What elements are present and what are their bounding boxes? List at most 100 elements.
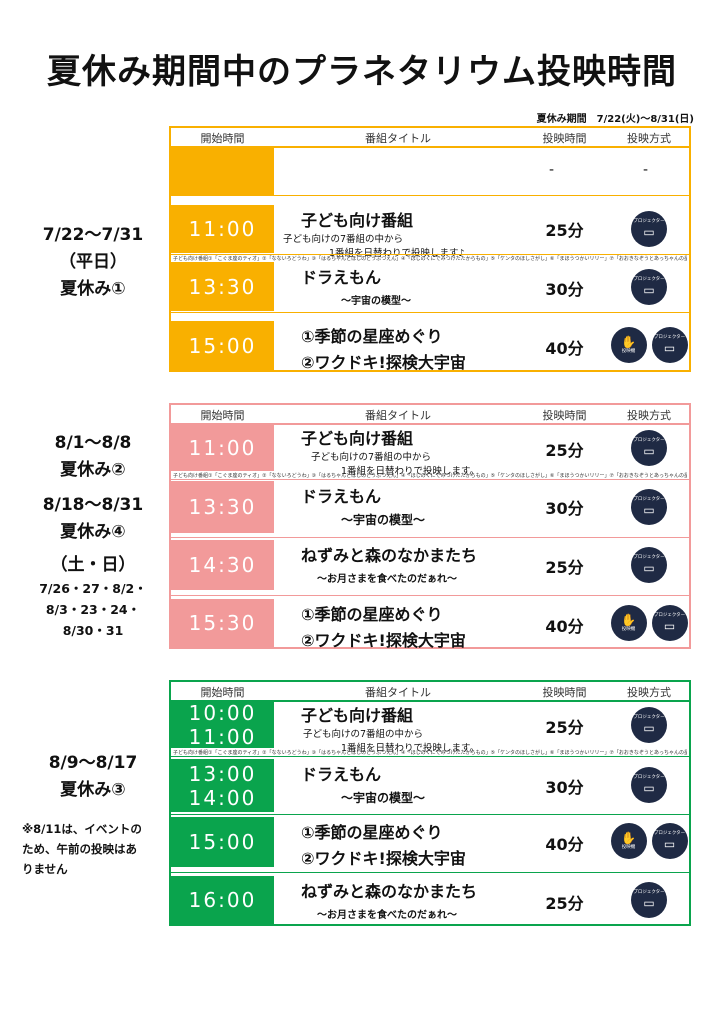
- program-cell: ねずみと森のなかまたち 〜お月さまを食べたのだぁれ〜: [301, 878, 521, 921]
- projector-icon: プロジェクター ▭: [631, 547, 667, 583]
- hand-projector-icon: ✋ 投映機: [610, 823, 647, 859]
- start-time-2: 14:00: [188, 785, 257, 810]
- block3-note: ※8/11は、イベントの ため、午前の投映はあ りません: [22, 819, 167, 879]
- schedule-table-2: 開始時間 番組タイトル 投映時間 投映方式 11:00 子ども向け番組 子ども向…: [169, 403, 691, 650]
- note-line: ※8/11は、イベントの: [22, 822, 142, 836]
- block2-weekend: （土・日）: [50, 555, 136, 575]
- duration: 25分: [545, 718, 584, 737]
- program-subtitle: 子ども向けの7番組の中から: [311, 452, 432, 463]
- start-time: 15:00: [188, 333, 257, 358]
- time-cell: 13:00 14:00: [171, 759, 274, 812]
- program-cell: 子ども向け番組 子ども向けの7番組の中から 1番組を日替わりで投映します。: [301, 702, 521, 754]
- start-time-2: 11:00: [188, 725, 257, 749]
- header-program: 番組タイトル: [365, 132, 431, 145]
- duration: 40分: [545, 835, 584, 854]
- row-divider: [171, 195, 689, 196]
- projector-icon: プロジェクター ▭: [631, 882, 667, 918]
- program-cell: ドラえもん 〜宇宙の模型〜: [301, 761, 521, 806]
- method-icons: プロジェクター ▭: [607, 547, 691, 583]
- table-header: 開始時間 番組タイトル 投映時間 投映方式: [171, 682, 689, 702]
- program-title-2: ②ワクドキ!探検大宇宙: [301, 849, 466, 868]
- row-divider: [171, 756, 689, 757]
- program-cell: ドラえもん 〜宇宙の模型〜: [301, 483, 521, 528]
- time-cell: 14:30: [171, 540, 274, 590]
- table-row: 14:30 ねずみと森のなかまたち 〜お月さまを食べたのだぁれ〜 25分 プロジ…: [171, 540, 689, 590]
- program-title: 子ども向け番組: [301, 211, 414, 230]
- table-row: 16:00 ねずみと森のなかまたち 〜お月さまを食べたのだぁれ〜 25分 プロジ…: [171, 876, 689, 924]
- note-line: りません: [22, 862, 68, 876]
- method-icons: ✋ 投映機 プロジェクター ▭: [607, 327, 691, 363]
- row-divider: [171, 537, 689, 538]
- start-time: 10:00: [188, 701, 257, 725]
- projector-icon: プロジェクター ▭: [631, 767, 667, 803]
- projector-icon: プロジェクター ▭: [651, 327, 688, 363]
- block2-side-label: 8/1〜8/8 夏休み② 8/18〜8/31 夏休み④ （土・日）: [18, 430, 168, 579]
- program-cell: 子ども向け番組 子ども向けの7番組の中から 1番組を日替わりで投映します。: [301, 425, 521, 477]
- time-cell: 11:00: [171, 425, 274, 471]
- header-method: 投映方式: [627, 132, 671, 145]
- program-description: 〜お月さまを食べたのだぁれ〜: [317, 574, 457, 585]
- table-row: 11:00 子ども向け番組 子ども向けの7番組の中から 1番組を日替わりで投映し…: [171, 425, 689, 477]
- program-subtitle: 子ども向けの7番組の中から: [283, 234, 404, 245]
- start-time: 15:00: [188, 830, 257, 854]
- time-cell: 16:00: [171, 876, 274, 924]
- program-title: ①季節の星座めぐり: [301, 823, 443, 842]
- start-time: 16:00: [188, 888, 257, 912]
- row-divider: [171, 479, 689, 480]
- block2-label-1: 夏休み②: [60, 460, 126, 480]
- header-start: 開始時間: [200, 132, 245, 145]
- program-title: ねずみと森のなかまたち: [301, 882, 478, 901]
- table-row: 13:00 14:00 ドラえもん 〜宇宙の模型〜 30分 プロジェクター ▭: [171, 759, 689, 812]
- program-subtitle-2: 1番組を日替わりで投映します。: [341, 743, 480, 754]
- program-cell: ①季節の星座めぐり ②ワクドキ!探検大宇宙: [301, 601, 521, 651]
- program-subtitle: 子ども向けの7番組の中から: [303, 729, 424, 740]
- block3-side-label: 8/9〜8/17 夏休み③: [18, 750, 168, 804]
- table-row: - -: [171, 148, 689, 195]
- start-time: 11:00: [188, 217, 257, 241]
- time-cell: 15:30: [171, 599, 274, 647]
- time-cell: 15:00: [171, 817, 274, 867]
- program-subtitle-2: 1番組を日替わりで投映します♪: [329, 248, 465, 259]
- program-list-note: 子ども向け番組①「こぐま座のティオ」②「なないろどうわ」③「はるちゃんとほしのど…: [173, 473, 687, 479]
- program-title: 子ども向け番組: [301, 706, 414, 725]
- method-icons: プロジェクター ▭: [607, 269, 691, 305]
- program-title: ドラえもん: [301, 268, 382, 287]
- method-icons: プロジェクター ▭: [607, 707, 691, 743]
- projector-icon: プロジェクター ▭: [651, 823, 688, 859]
- program-title: ねずみと森のなかまたち: [301, 546, 478, 565]
- program-title-2: ②ワクドキ!探検大宇宙: [301, 631, 466, 650]
- weekend-dates-line: 8/30・31: [62, 623, 124, 638]
- weekend-dates-line: 7/26・27・8/2・: [39, 581, 147, 596]
- header-duration: 投映時間: [542, 409, 587, 422]
- table-header: 開始時間 番組タイトル 投映時間 投映方式: [171, 405, 689, 425]
- start-time: 14:30: [188, 553, 257, 577]
- empty-duration: -: [549, 162, 555, 178]
- header-program: 番組タイトル: [365, 686, 431, 699]
- method-icons: プロジェクター ▭: [607, 211, 691, 247]
- block1-side-label: 7/22〜7/31 （平日） 夏休み①: [18, 222, 168, 303]
- weekend-dates-line: 8/3・23・24・: [45, 602, 141, 617]
- page-title: 夏休み期間中のプラネタリウム投映時間: [47, 52, 677, 92]
- program-cell: ドラえもん 〜宇宙の模型〜: [301, 264, 521, 307]
- projector-icon: プロジェクター ▭: [631, 430, 667, 466]
- time-cell: 10:00 11:00: [171, 701, 274, 749]
- table-row: 13:30 ドラえもん 〜宇宙の模型〜 30分 プロジェクター ▭: [171, 481, 689, 533]
- header-method: 投映方式: [627, 686, 671, 699]
- program-title: ①季節の星座めぐり: [301, 605, 443, 624]
- table-row: 15:30 ①季節の星座めぐり ②ワクドキ!探検大宇宙 40分 ✋ 投映機 プロジ…: [171, 599, 689, 650]
- method-icons: プロジェクター ▭: [607, 767, 691, 803]
- duration: 25分: [545, 894, 584, 913]
- block3-label: 夏休み③: [60, 780, 126, 800]
- duration: 30分: [545, 778, 584, 797]
- header-duration: 投映時間: [542, 686, 587, 699]
- block1-day: （平日）: [59, 252, 127, 272]
- table-row: 15:00 ①季節の星座めぐり ②ワクドキ!探検大宇宙 40分 ✋ 投映機 プロジ…: [171, 321, 691, 372]
- summer-period: 夏休み期間 7/22(火)〜8/31(日): [536, 114, 694, 125]
- block1-dates: 7/22〜7/31: [42, 225, 144, 245]
- hand-projector-icon: ✋ 投映機: [610, 605, 647, 641]
- duration: 30分: [545, 499, 584, 518]
- header-start: 開始時間: [200, 409, 245, 422]
- empty-method: -: [643, 162, 649, 178]
- header-start: 開始時間: [200, 686, 245, 699]
- projector-icon: プロジェクター ▭: [651, 605, 688, 641]
